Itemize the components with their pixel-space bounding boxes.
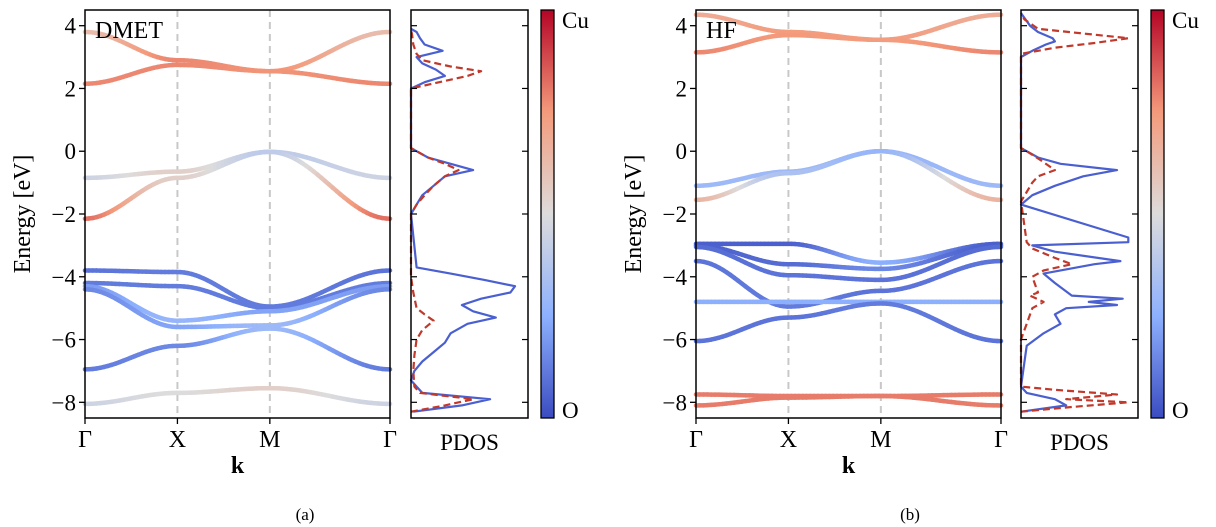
- band-axes-frame: [695, 9, 1002, 419]
- kpoint-label: M: [870, 427, 891, 453]
- band-6: [82, 280, 393, 311]
- y-tick-label: −2: [52, 202, 76, 227]
- method-annotation: HF: [706, 18, 737, 44]
- band-2: [82, 62, 393, 87]
- band-2: [693, 32, 1004, 55]
- band-1: [693, 12, 1004, 43]
- band-10: [82, 385, 393, 407]
- band-4: [82, 149, 393, 221]
- y-axis-label: Energy [eV]: [10, 155, 36, 274]
- y-tick-label: 0: [65, 139, 77, 164]
- kpoint-label: M: [259, 427, 280, 453]
- y-tick-label: −4: [663, 265, 688, 290]
- colorbar-gradient: [540, 9, 555, 419]
- band-3: [82, 149, 393, 181]
- y-tick-label: −6: [52, 328, 76, 353]
- band-5: [693, 241, 1004, 265]
- y-tick-label: 2: [676, 76, 688, 101]
- band-10: [693, 301, 1004, 344]
- colorbar-gradient: [1150, 9, 1165, 419]
- y-tick-label: 4: [676, 14, 688, 39]
- kpoint-label: X: [169, 427, 186, 453]
- method-annotation: DMET: [95, 18, 163, 44]
- pdos-axis-label: PDOS: [1050, 430, 1109, 455]
- kpoint-label: Γ: [383, 427, 397, 453]
- kpoint-label: Γ: [689, 427, 703, 453]
- y-tick-label: −2: [663, 202, 687, 227]
- x-axis-label: k: [231, 453, 245, 479]
- y-tick-label: 4: [65, 14, 77, 39]
- y-tick-label: −8: [663, 390, 687, 415]
- kpoint-label: Γ: [78, 427, 92, 453]
- y-tick-label: −8: [52, 390, 76, 415]
- y-tick-label: 2: [65, 76, 77, 101]
- colorbar: Cu O: [1150, 8, 1199, 423]
- pdos-curve-cu: [409, 28, 483, 413]
- colorbar-bottom-label: O: [562, 398, 579, 423]
- panel-label: (a): [296, 505, 315, 524]
- y-tick-label: 0: [676, 139, 688, 164]
- kpoint-label: Γ: [994, 427, 1008, 453]
- x-axis-label: k: [842, 453, 856, 479]
- y-tick-label: −6: [663, 328, 687, 353]
- y-axis-label: Energy [eV]: [621, 155, 647, 274]
- pdos-axes-frame: [1020, 9, 1139, 419]
- colorbar-bottom-label: O: [1172, 398, 1189, 423]
- panel-label: (b): [900, 505, 920, 524]
- colorbar: Cu O: [540, 8, 589, 423]
- band-9: [82, 326, 393, 372]
- pdos-panel: PDOS: [409, 9, 529, 455]
- band-5: [82, 268, 393, 309]
- band-12: [693, 393, 1004, 408]
- colorbar-top-label: Cu: [562, 8, 589, 33]
- band-4: [693, 149, 1004, 203]
- pdos-curve-o: [1019, 12, 1130, 413]
- kpoint-label: X: [780, 427, 797, 453]
- band-8: [82, 287, 393, 330]
- pdos-panel: PDOS: [1019, 9, 1139, 455]
- colorbar-top-label: Cu: [1172, 8, 1199, 33]
- pdos-curve-o: [409, 27, 517, 413]
- pdos-curve-cu: [1019, 12, 1130, 413]
- band-7: [693, 244, 1004, 283]
- y-tick-label: −4: [52, 265, 77, 290]
- band-8: [693, 258, 1004, 309]
- pdos-axis-label: PDOS: [440, 430, 499, 455]
- band-7: [82, 283, 393, 323]
